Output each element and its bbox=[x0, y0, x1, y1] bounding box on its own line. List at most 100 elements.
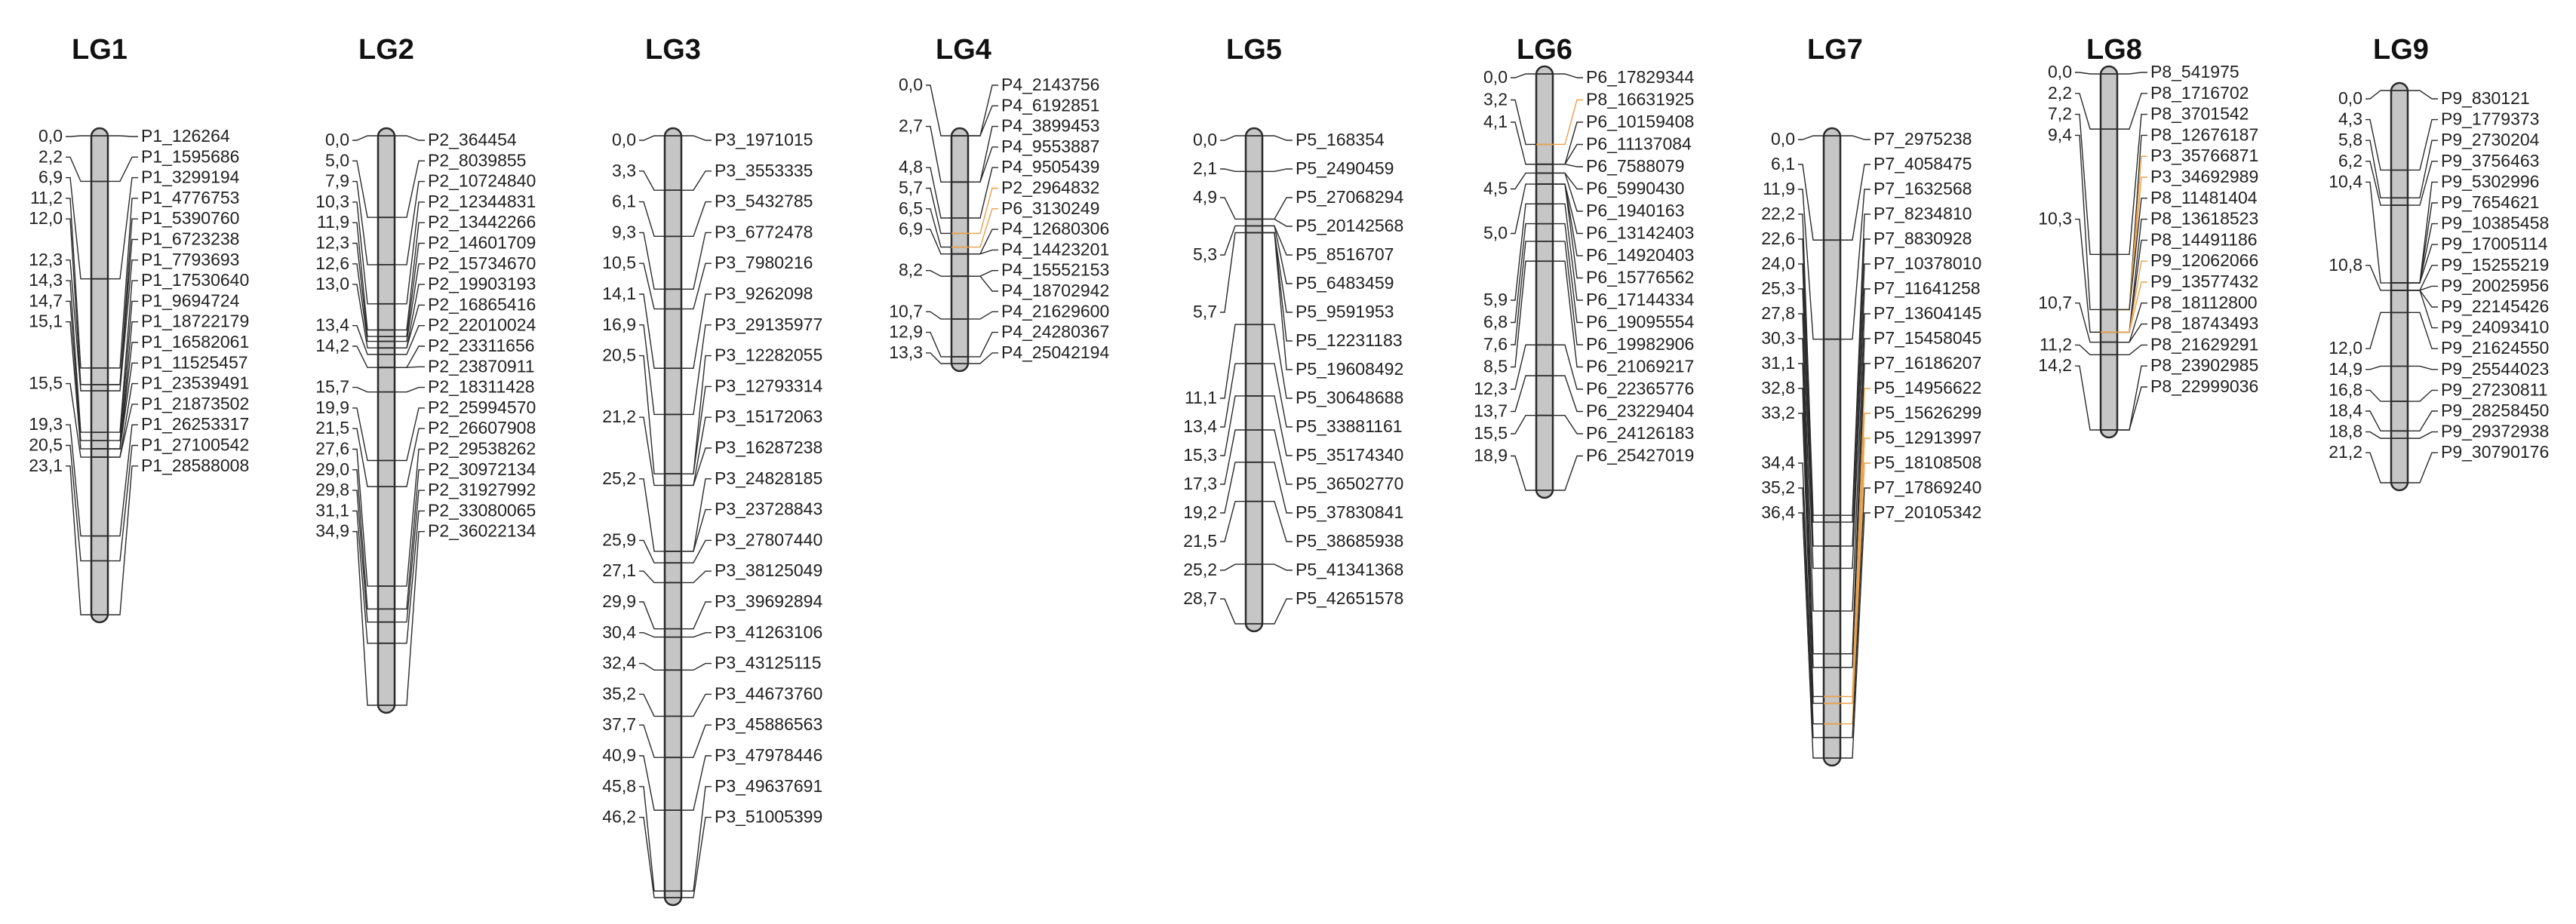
marker-position: 11,9 bbox=[1763, 179, 1795, 198]
marker-label: P2_18311428 bbox=[428, 377, 535, 397]
marker-position: 10,3 bbox=[2038, 209, 2072, 229]
marker-connector bbox=[108, 238, 138, 385]
marker-position: 14,7 bbox=[29, 290, 63, 310]
marker-connector bbox=[395, 531, 425, 706]
marker-position: 12,0 bbox=[29, 208, 63, 228]
marker-position: 14,2 bbox=[2038, 355, 2072, 375]
marker-label: P1_5390760 bbox=[141, 208, 239, 228]
marker-connector bbox=[681, 693, 712, 717]
marker-position: 35,2 bbox=[1761, 477, 1795, 497]
marker-label: P7_11641258 bbox=[1874, 278, 1981, 298]
marker-position: 22,2 bbox=[1761, 204, 1795, 223]
marker-label: P3_49637691 bbox=[715, 776, 822, 796]
marker-position: 24,0 bbox=[1761, 253, 1795, 273]
position-connector bbox=[639, 662, 665, 671]
position-connector bbox=[2365, 410, 2391, 432]
marker-label: P8_14491186 bbox=[2150, 229, 2258, 249]
position-connector bbox=[639, 601, 665, 630]
marker-label: P3_38125049 bbox=[715, 560, 822, 580]
position-connector bbox=[352, 263, 378, 342]
marker-label: P5_38685938 bbox=[1296, 531, 1403, 551]
marker-connector bbox=[968, 331, 998, 358]
marker-position: 12,6 bbox=[315, 253, 349, 273]
linkage-group-title: LG9 bbox=[2373, 34, 2429, 66]
marker-position: 0,0 bbox=[1771, 129, 1795, 149]
marker-position: 6,8 bbox=[1483, 312, 1508, 332]
marker-label: P5_8516707 bbox=[1296, 244, 1394, 264]
position-connector bbox=[352, 448, 378, 587]
marker-label: P4_18702942 bbox=[1001, 281, 1109, 300]
marker-connector bbox=[1553, 172, 1583, 212]
marker-connector bbox=[1840, 263, 1871, 547]
marker-position: 12,9 bbox=[889, 322, 923, 342]
position-connector bbox=[639, 355, 665, 474]
marker-position: 12,3 bbox=[29, 250, 63, 269]
position-connector bbox=[352, 242, 378, 337]
marker-connector bbox=[968, 275, 998, 292]
marker-label: P8_12676187 bbox=[2150, 124, 2258, 144]
marker-position: 6,2 bbox=[2338, 151, 2362, 170]
position-connector bbox=[1798, 388, 1824, 698]
position-connector bbox=[2075, 344, 2101, 355]
position-connector bbox=[926, 167, 951, 219]
marker-label: P2_16865416 bbox=[428, 294, 536, 314]
marker-connector bbox=[108, 280, 138, 433]
marker-label: P1_26253317 bbox=[141, 414, 249, 434]
position-connector bbox=[1798, 512, 1824, 759]
position-connector bbox=[66, 382, 91, 458]
position-connector bbox=[2365, 365, 2391, 370]
position-connector bbox=[66, 135, 91, 137]
marker-label: P3_44673760 bbox=[715, 683, 822, 703]
position-connector bbox=[1798, 487, 1824, 738]
marker-position: 6,1 bbox=[612, 192, 636, 211]
marker-position: 14,2 bbox=[315, 336, 349, 355]
marker-label: P6_24126183 bbox=[1586, 423, 1694, 443]
marker-label: P3_3553335 bbox=[715, 161, 813, 180]
marker-position: 23,1 bbox=[29, 456, 63, 475]
marker-connector bbox=[1262, 363, 1293, 428]
marker-label: P9_22145426 bbox=[2441, 296, 2549, 316]
marker-label: P8_21629291 bbox=[2150, 334, 2258, 354]
marker-label: P9_24093410 bbox=[2441, 318, 2549, 337]
position-connector bbox=[2365, 431, 2391, 439]
marker-position: 30,3 bbox=[1761, 328, 1795, 348]
marker-label: P6_7588079 bbox=[1586, 156, 1684, 176]
position-connector bbox=[639, 816, 665, 898]
marker-connector bbox=[395, 510, 425, 644]
marker-label: P3_5432785 bbox=[715, 192, 813, 211]
marker-label: P6_21069217 bbox=[1586, 357, 1694, 376]
marker-position: 2,1 bbox=[1193, 158, 1217, 178]
marker-label: P1_23539491 bbox=[141, 373, 249, 393]
marker-connector bbox=[2117, 323, 2147, 343]
linkage-group-title: LG8 bbox=[2086, 34, 2142, 66]
marker-connector bbox=[681, 385, 712, 474]
marker-position: 25,9 bbox=[602, 530, 636, 549]
position-connector bbox=[639, 786, 665, 892]
marker-position: 21,2 bbox=[602, 407, 636, 426]
marker-label: P8_23902985 bbox=[2150, 355, 2258, 375]
marker-connector bbox=[1262, 462, 1293, 514]
marker-position: 4,8 bbox=[899, 157, 923, 177]
marker-connector bbox=[2408, 365, 2438, 370]
position-connector bbox=[352, 386, 378, 393]
position-connector bbox=[1220, 563, 1246, 571]
marker-label: P6_17829344 bbox=[1586, 67, 1694, 87]
marker-connector bbox=[681, 135, 712, 141]
marker-connector bbox=[2408, 452, 2438, 483]
position-connector bbox=[66, 198, 91, 369]
marker-label: P2_14601709 bbox=[428, 233, 536, 253]
marker-label: P9_7654621 bbox=[2441, 192, 2539, 212]
position-connector bbox=[1511, 375, 1536, 413]
position-connector bbox=[1220, 225, 1246, 256]
marker-position: 12,0 bbox=[2329, 338, 2362, 358]
position-connector bbox=[639, 232, 665, 290]
marker-position: 29,0 bbox=[315, 459, 349, 479]
marker-label: P9_3756463 bbox=[2441, 151, 2539, 170]
position-connector bbox=[1511, 99, 1536, 146]
marker-connector bbox=[681, 232, 712, 290]
position-connector bbox=[926, 187, 951, 235]
position-connector bbox=[639, 293, 665, 369]
marker-connector bbox=[1553, 414, 1583, 434]
marker-connector bbox=[1840, 388, 1871, 698]
